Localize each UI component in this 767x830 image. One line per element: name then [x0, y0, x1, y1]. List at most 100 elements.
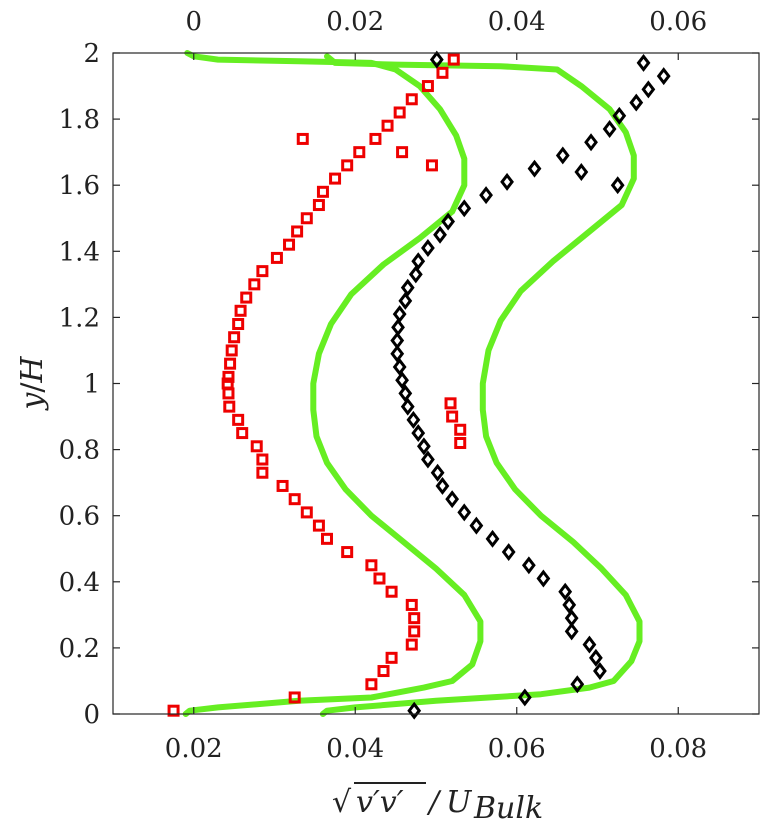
x-axis-title-sub: Bulk — [473, 791, 543, 826]
diamond-marker — [400, 397, 415, 416]
y-axis-title-slash: / — [15, 382, 50, 393]
square-marker — [234, 304, 247, 317]
diamond-marker — [612, 106, 627, 125]
diamond-marker — [398, 291, 413, 310]
y-axis-title: y/H — [15, 356, 50, 412]
diamond-marker — [593, 662, 607, 680]
x-tick-label-top: 0 — [185, 7, 202, 37]
diamond-marker — [411, 424, 426, 443]
diamond-marker — [521, 556, 536, 575]
diamond-marker — [517, 688, 532, 707]
diamond-marker — [656, 67, 671, 86]
square-marker — [224, 357, 237, 370]
square-marker — [365, 678, 378, 691]
diamond-marker — [390, 344, 405, 363]
square-marker — [222, 370, 235, 383]
x-tick-label-bottom: 0.04 — [326, 734, 384, 764]
diamond-marker — [527, 159, 542, 178]
y-tick-label: 0.2 — [59, 634, 100, 664]
square-marker — [329, 172, 342, 185]
x-tick-label-bottom: 0.06 — [488, 734, 546, 764]
diamond-marker — [500, 172, 514, 191]
y-axis-title-num: y — [15, 392, 50, 412]
square-marker — [341, 546, 354, 559]
diamond-marker — [416, 437, 431, 456]
x-axis-title: √ v′v′ / U Bulk — [332, 782, 543, 826]
square-marker — [232, 413, 245, 426]
diamond-marker — [610, 176, 625, 195]
square-marker — [291, 225, 304, 238]
x-axis-title-sqrt: √ — [332, 785, 352, 820]
square-marker — [288, 493, 301, 506]
x-tick-label-top: 0.04 — [488, 7, 546, 37]
diamond-marker — [562, 595, 577, 614]
diamond-marker — [570, 675, 585, 694]
diamond-marker — [469, 516, 484, 535]
diamond-marker — [564, 622, 579, 641]
diamond-marker — [479, 186, 493, 205]
square-marker — [320, 532, 333, 545]
square-marker — [288, 691, 301, 704]
square-marker — [377, 665, 390, 678]
x-tick-label-bottom: 0.02 — [165, 734, 223, 764]
square-marker — [447, 53, 460, 66]
diamond-marker — [485, 529, 500, 548]
diamond-marker — [435, 476, 450, 495]
diamond-marker — [392, 358, 407, 376]
x-tick-label-bottom: 0.08 — [649, 734, 707, 764]
diamond-marker — [398, 384, 413, 403]
y-tick-label: 0.8 — [59, 436, 100, 466]
y-tick-label: 2 — [83, 39, 100, 69]
square-marker — [248, 278, 261, 291]
square-marker — [276, 479, 289, 492]
square-marker — [421, 80, 434, 93]
diamond-marker — [457, 199, 472, 218]
diamond-marker — [400, 278, 415, 297]
square-marker — [222, 387, 235, 400]
plot-frame — [112, 52, 760, 715]
diamond-marker — [574, 163, 589, 181]
diamond-marker — [391, 318, 405, 337]
square-marker — [316, 185, 329, 198]
diamond-marker — [441, 212, 456, 231]
square-marker — [408, 612, 421, 625]
square-marker — [454, 436, 467, 449]
square-marker — [300, 506, 313, 519]
diamond-marker — [429, 50, 444, 69]
square-marker — [167, 704, 180, 717]
y-tick-label: 1.4 — [59, 237, 100, 267]
square-marker — [405, 93, 418, 106]
square-marker — [369, 132, 382, 145]
square-marker — [454, 423, 467, 436]
tick-labels: 0 0.2 0.4 0.6 0.8 1 1.2 1.4 1.6 1.8 2 0.02 0.04 0.06 0… — [59, 7, 708, 764]
data-marks — [167, 50, 671, 720]
square-marker — [256, 453, 269, 466]
diamond-marker — [421, 239, 435, 257]
axes — [112, 52, 760, 715]
x-axis-title-u: U — [446, 785, 473, 820]
square-marker — [444, 397, 457, 410]
diamond-marker — [582, 635, 597, 654]
y-tick-label: 1 — [83, 370, 100, 400]
diamond-marker — [457, 503, 472, 522]
diamond-marker — [602, 120, 617, 138]
square-marker — [250, 440, 263, 453]
diamond-marker — [407, 701, 422, 720]
diamond-marker — [641, 80, 656, 99]
square-marker — [300, 212, 313, 225]
x-axis-title-radicand: v′v′ — [356, 785, 404, 820]
square-marker — [312, 519, 325, 532]
y-tick-label: 0.6 — [59, 502, 100, 532]
square-marker — [436, 66, 449, 79]
diamond-marker — [395, 371, 409, 390]
x-axis-title-slash: / — [426, 785, 442, 820]
square-marker — [381, 119, 394, 132]
square-marker — [373, 572, 386, 585]
square-marker — [256, 466, 269, 479]
diamond-marker — [390, 331, 405, 350]
square-marker — [341, 159, 354, 172]
x-tick-label-top: 0.02 — [326, 7, 384, 37]
square-marker — [221, 377, 234, 390]
square-marker — [393, 106, 406, 119]
